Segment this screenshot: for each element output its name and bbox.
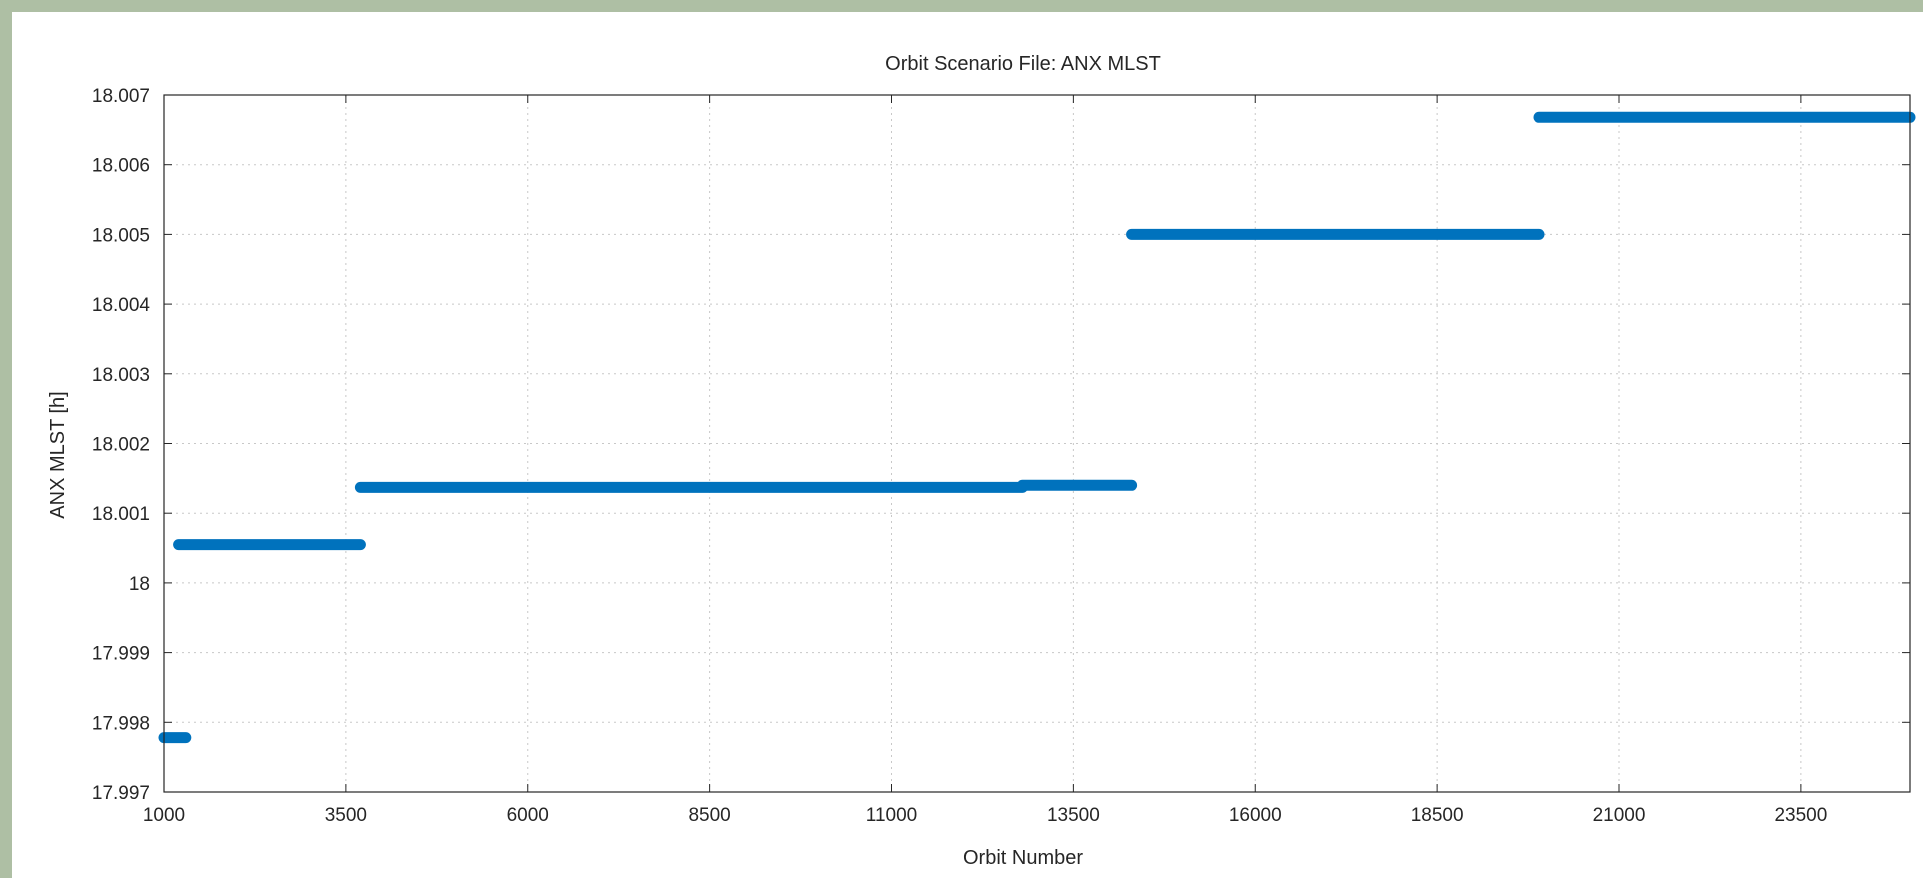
x-tick-label: 11000 bbox=[866, 805, 917, 826]
x-tick-label: 3500 bbox=[325, 805, 367, 826]
y-axis-label: ANX MLST [h] bbox=[47, 391, 69, 518]
series bbox=[158, 111, 1916, 744]
y-tick-label: 17.998 bbox=[92, 713, 150, 734]
x-tick-label: 13500 bbox=[1047, 805, 1100, 826]
x-axis-label: Orbit Number bbox=[963, 847, 1083, 869]
y-tick-label: 18.007 bbox=[92, 86, 150, 107]
y-tick-label: 18.001 bbox=[92, 504, 150, 525]
chart: Orbit Scenario File: ANX MLST 1000 3500 60… bbox=[47, 53, 1916, 869]
grid bbox=[164, 95, 1910, 792]
y-tick-label: 18.003 bbox=[92, 365, 150, 386]
x-tick-label: 6000 bbox=[507, 805, 549, 826]
x-tick-label: 18500 bbox=[1411, 805, 1464, 826]
x-tick-label: 8500 bbox=[688, 805, 730, 826]
chart-frame: Orbit Scenario File: ANX MLST 1000 3500 60… bbox=[12, 12, 1923, 878]
x-tick-label: 21000 bbox=[1593, 805, 1646, 826]
ticks bbox=[163, 94, 1910, 793]
plot-area bbox=[163, 94, 1911, 793]
x-tick-label: 1000 bbox=[143, 805, 185, 826]
y-tick-label: 17.997 bbox=[92, 783, 150, 804]
y-tick-label: 18.006 bbox=[92, 156, 150, 177]
chart-title: Orbit Scenario File: ANX MLST bbox=[885, 53, 1161, 75]
tick-labels: 1000 3500 6000 8500 11000 13500 16000 18500 2100… bbox=[92, 86, 1827, 826]
y-tick-label: 18.004 bbox=[92, 295, 151, 316]
y-tick-label: 18.005 bbox=[92, 225, 150, 246]
y-tick-label: 17.999 bbox=[92, 644, 150, 665]
y-tick-label: 18.002 bbox=[92, 435, 150, 456]
y-tick-label: 18 bbox=[129, 574, 150, 595]
x-tick-label: 16000 bbox=[1229, 805, 1282, 826]
x-tick-label: 23500 bbox=[1774, 805, 1827, 826]
